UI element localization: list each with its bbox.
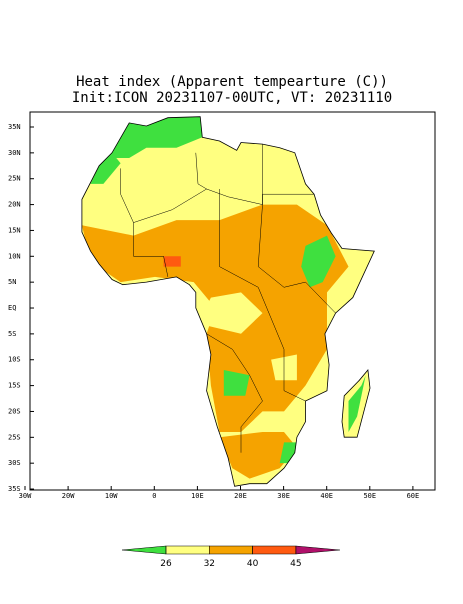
border xyxy=(257,144,336,314)
colorbar: 26 32 40 45 xyxy=(121,545,340,569)
heat-zone xyxy=(198,292,263,334)
heat-zone xyxy=(163,256,181,267)
heat-zone xyxy=(348,375,366,432)
lat-label: 25N xyxy=(8,175,21,183)
lon-label: 10E xyxy=(191,492,204,500)
title-line-1: Heat index (Apparent tempearture (C)) xyxy=(76,74,388,90)
lat-label: 30S xyxy=(8,459,21,467)
lat-label: 35N xyxy=(8,123,21,131)
colorbar-tick-label: 45 xyxy=(290,559,301,569)
heat-zone xyxy=(301,235,336,288)
colorbar-segment xyxy=(252,545,297,555)
lon-label: 0 xyxy=(152,492,156,500)
lat-label: 20S xyxy=(8,407,21,415)
lon-label: 50E xyxy=(363,492,376,500)
lat-label: EQ xyxy=(8,304,16,312)
heat-zone xyxy=(219,432,297,479)
lat-label: 20N xyxy=(8,201,21,209)
border xyxy=(195,152,207,190)
heat-zone xyxy=(112,116,203,158)
lat-label: 10S xyxy=(8,356,21,364)
colorbar-tick-label: 40 xyxy=(247,559,259,569)
lon-label: 10W xyxy=(105,492,118,500)
heat-zone xyxy=(81,183,100,226)
colorbar-tick-label: 32 xyxy=(204,559,215,569)
heat-zone xyxy=(223,370,250,396)
heat-zone xyxy=(90,152,121,184)
lat-label: 35S xyxy=(8,485,21,493)
colorbar-segment xyxy=(209,545,253,555)
lat-label: 5N xyxy=(8,278,16,286)
lon-label: 20E xyxy=(234,492,247,500)
border xyxy=(206,333,263,453)
colorbar-tick-label: 26 xyxy=(160,559,172,569)
border xyxy=(219,189,306,402)
lat-label: 25S xyxy=(8,433,21,441)
lat-label: 15S xyxy=(8,382,21,390)
colorbar-segment xyxy=(165,545,210,555)
heat-zone xyxy=(266,163,293,195)
colorbar-high xyxy=(295,545,340,555)
title-line-2: Init:ICON 20231107-00UTC, VT: 20231110 xyxy=(72,90,392,106)
lon-label: 30W xyxy=(19,492,32,500)
lon-label: 20W xyxy=(62,492,75,500)
lat-label: 5S xyxy=(8,330,16,338)
lon-label: 40E xyxy=(320,492,333,500)
lat-label: 15N xyxy=(8,226,21,234)
heat-zone xyxy=(120,152,207,195)
colorbar-low xyxy=(121,545,167,555)
lat-label: 30N xyxy=(8,149,21,157)
border xyxy=(133,222,169,277)
lat-label: 10N xyxy=(8,252,21,260)
lon-label: 30E xyxy=(277,492,290,500)
coastline xyxy=(341,369,371,438)
lon-label: 60E xyxy=(407,492,420,500)
